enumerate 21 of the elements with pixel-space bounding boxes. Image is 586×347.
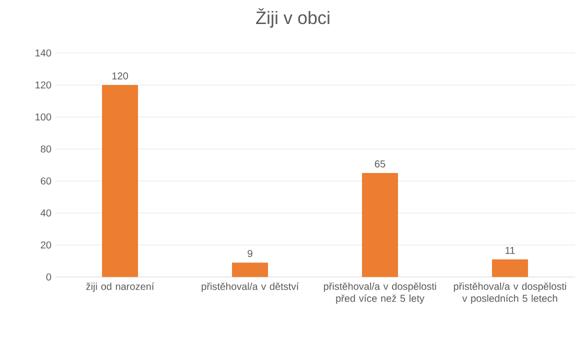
bar	[232, 262, 268, 277]
data-label: 120	[112, 72, 128, 80]
y-tick-label: 140	[36, 49, 52, 57]
y-tick-label: 60	[40, 177, 52, 185]
bar	[362, 172, 398, 277]
chart-title: Žiji v obci	[256, 8, 330, 28]
y-tick-label: 80	[40, 145, 52, 153]
data-label: 65	[374, 160, 386, 168]
y-tick-label: 100	[36, 113, 52, 121]
data-label: 11	[506, 246, 515, 254]
y-tick-label: 20	[40, 241, 52, 249]
x-tick-label: přistěhoval/a v dětství	[202, 282, 299, 292]
y-tick-label: 0	[46, 273, 52, 281]
x-tick-label: žiji od narození	[86, 282, 154, 292]
x-tick-label: přistěhoval/a v dospělosti před více než 5 lety	[324, 282, 436, 304]
x-tick-label: přistěhoval/a v dospělosti v posledních 5 letech	[454, 282, 566, 304]
y-tick-label: 40	[40, 209, 52, 217]
bar	[102, 84, 138, 277]
y-tick-label: 120	[36, 81, 52, 89]
bar	[492, 259, 528, 277]
data-label: 9	[248, 250, 252, 258]
